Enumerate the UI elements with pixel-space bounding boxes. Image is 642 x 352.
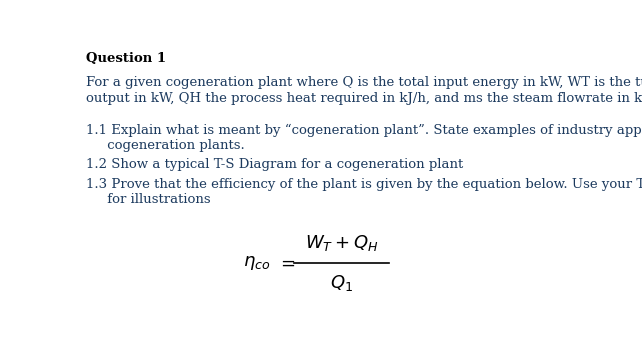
Text: $=$: $=$ [277, 254, 296, 272]
Text: for illustrations: for illustrations [86, 193, 211, 206]
Text: cogeneration plants.: cogeneration plants. [86, 139, 245, 152]
Text: 1.1 Explain what is meant by “cogeneration plant”. State examples of industry ap: 1.1 Explain what is meant by “cogenerati… [86, 124, 642, 137]
Text: $Q_1$: $Q_1$ [330, 274, 353, 294]
Text: $W_T + Q_H$: $W_T + Q_H$ [305, 233, 378, 253]
Text: Question 1: Question 1 [86, 52, 166, 65]
Text: 1.2 Show a typical T-S Diagram for a cogeneration plant: 1.2 Show a typical T-S Diagram for a cog… [86, 158, 464, 171]
Text: output in kW, QH the process heat required in kJ/h, and ms the steam flowrate in: output in kW, QH the process heat requir… [86, 92, 642, 105]
Text: $\eta_{co}$: $\eta_{co}$ [243, 254, 271, 272]
Text: 1.3 Prove that the efficiency of the plant is given by the equation below. Use y: 1.3 Prove that the efficiency of the pla… [86, 178, 642, 191]
Text: For a given cogeneration plant where Q is the total input energy in kW, WT is th: For a given cogeneration plant where Q i… [86, 76, 642, 89]
